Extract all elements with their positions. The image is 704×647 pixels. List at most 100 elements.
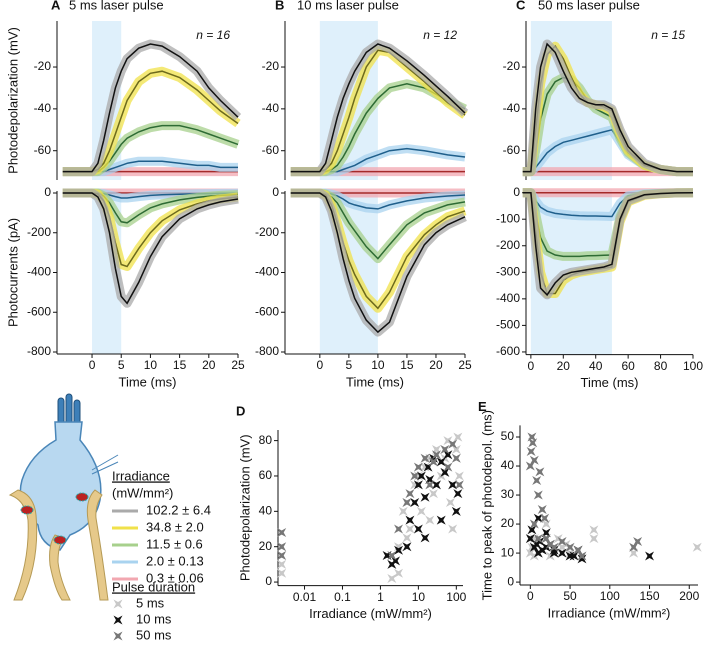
point: [420, 492, 430, 502]
y-axis-label: Photodepolarization (mV): [237, 434, 252, 581]
point: [451, 444, 461, 454]
y-tick-label: -400: [27, 265, 51, 279]
point: [420, 533, 430, 543]
y-tick-label: 0: [513, 185, 520, 199]
point: [416, 506, 426, 516]
x-tick-label: 15: [173, 358, 187, 372]
point: [440, 444, 450, 454]
point: [387, 574, 397, 584]
pipette: [91, 454, 119, 471]
y-tick-label: -600: [27, 304, 51, 318]
legend-label: 5 ms: [136, 595, 165, 610]
point: [633, 536, 643, 546]
legend-title: Irradiance: [112, 468, 170, 483]
point: [540, 513, 550, 523]
y-tick-label: -200: [496, 238, 520, 252]
point: [410, 497, 420, 507]
x-tick-label: 5: [346, 358, 353, 372]
x-tick-label: 0: [89, 358, 96, 372]
legend-marker: [113, 631, 123, 641]
point: [525, 534, 535, 544]
point: [645, 551, 655, 561]
legend-marker: [113, 599, 123, 609]
point: [528, 438, 538, 448]
point: [391, 556, 401, 566]
x-tick-label: 60: [621, 359, 635, 373]
x-tick-label: 20: [557, 359, 571, 373]
y-tick-label: -200: [27, 225, 51, 239]
point: [394, 568, 404, 578]
y-tick-label: 20: [501, 516, 515, 530]
panel-title: 10 ms laser pulse: [297, 0, 399, 12]
legend-label: 102.2 ± 6.4: [146, 502, 211, 517]
y-tick-label: -20: [262, 59, 280, 73]
panel-letter: B: [275, 0, 284, 12]
synapse: [75, 492, 89, 502]
x-tick-label: 100: [446, 590, 466, 604]
y-tick-label: -800: [255, 344, 279, 358]
point: [549, 542, 559, 552]
point: [557, 548, 567, 558]
point: [402, 542, 412, 552]
point: [394, 545, 404, 555]
point: [454, 480, 464, 490]
point: [533, 490, 543, 500]
legend-label: 11.5 ± 0.6: [146, 536, 203, 551]
point: [398, 506, 408, 516]
trace: [62, 43, 239, 173]
point: [629, 542, 639, 552]
x-tick-label: 100: [600, 589, 620, 603]
panel-letter: D: [236, 403, 245, 418]
y-tick-label: 80: [259, 433, 273, 447]
y-tick-label: -400: [496, 291, 520, 305]
point: [416, 471, 426, 481]
point: [527, 525, 537, 535]
trace: [290, 192, 466, 334]
y-tick-label: 30: [501, 487, 515, 501]
x-tick-label: 5: [118, 358, 125, 372]
x-axis-label: Time (ms): [118, 374, 176, 389]
x-tick-label: 1: [377, 590, 384, 604]
y-tick-label: -40: [262, 101, 280, 115]
x-tick-label: 15: [400, 358, 414, 372]
trace: [522, 191, 694, 297]
x-tick-label: 0.01: [293, 590, 317, 604]
point: [453, 432, 463, 442]
point: [277, 568, 287, 578]
annotation: n = 15: [651, 28, 685, 42]
dendrite: [57, 397, 65, 425]
panel-letter: E: [478, 399, 487, 414]
legend-label: 10 ms: [136, 611, 172, 626]
panel-title: 5 ms laser pulse: [69, 0, 164, 12]
point: [436, 515, 446, 525]
point: [529, 519, 539, 529]
panel-title: 50 ms laser pulse: [538, 0, 640, 12]
point: [443, 450, 453, 460]
point: [448, 439, 458, 449]
x-tick-label: 0: [528, 359, 535, 373]
x-tick-label: 80: [654, 359, 668, 373]
point: [532, 476, 542, 486]
point: [565, 542, 575, 552]
y-tick-label: 0: [272, 185, 279, 199]
point: [448, 480, 458, 490]
point: [425, 515, 435, 525]
point: [436, 457, 446, 467]
point: [443, 462, 453, 472]
legend-label: 50 ms: [136, 627, 172, 642]
y-tick-label: 40: [259, 504, 273, 518]
y-axis-label: Photodepolarization (mV): [5, 27, 20, 174]
y-axis-label: Time to peak of photodepol. (ms): [479, 410, 494, 600]
point: [451, 453, 461, 463]
y-tick-label: -60: [34, 143, 52, 157]
x-axis-label: Time (ms): [580, 375, 638, 390]
point: [410, 471, 420, 481]
point: [557, 536, 567, 546]
x-tick-label: 0: [527, 589, 534, 603]
y-tick-label: 20: [259, 539, 273, 553]
legend-marker: [113, 615, 123, 625]
annotation: n = 12: [423, 28, 457, 42]
y-tick-label: 10: [501, 545, 515, 559]
point: [535, 467, 545, 477]
point: [541, 528, 551, 538]
